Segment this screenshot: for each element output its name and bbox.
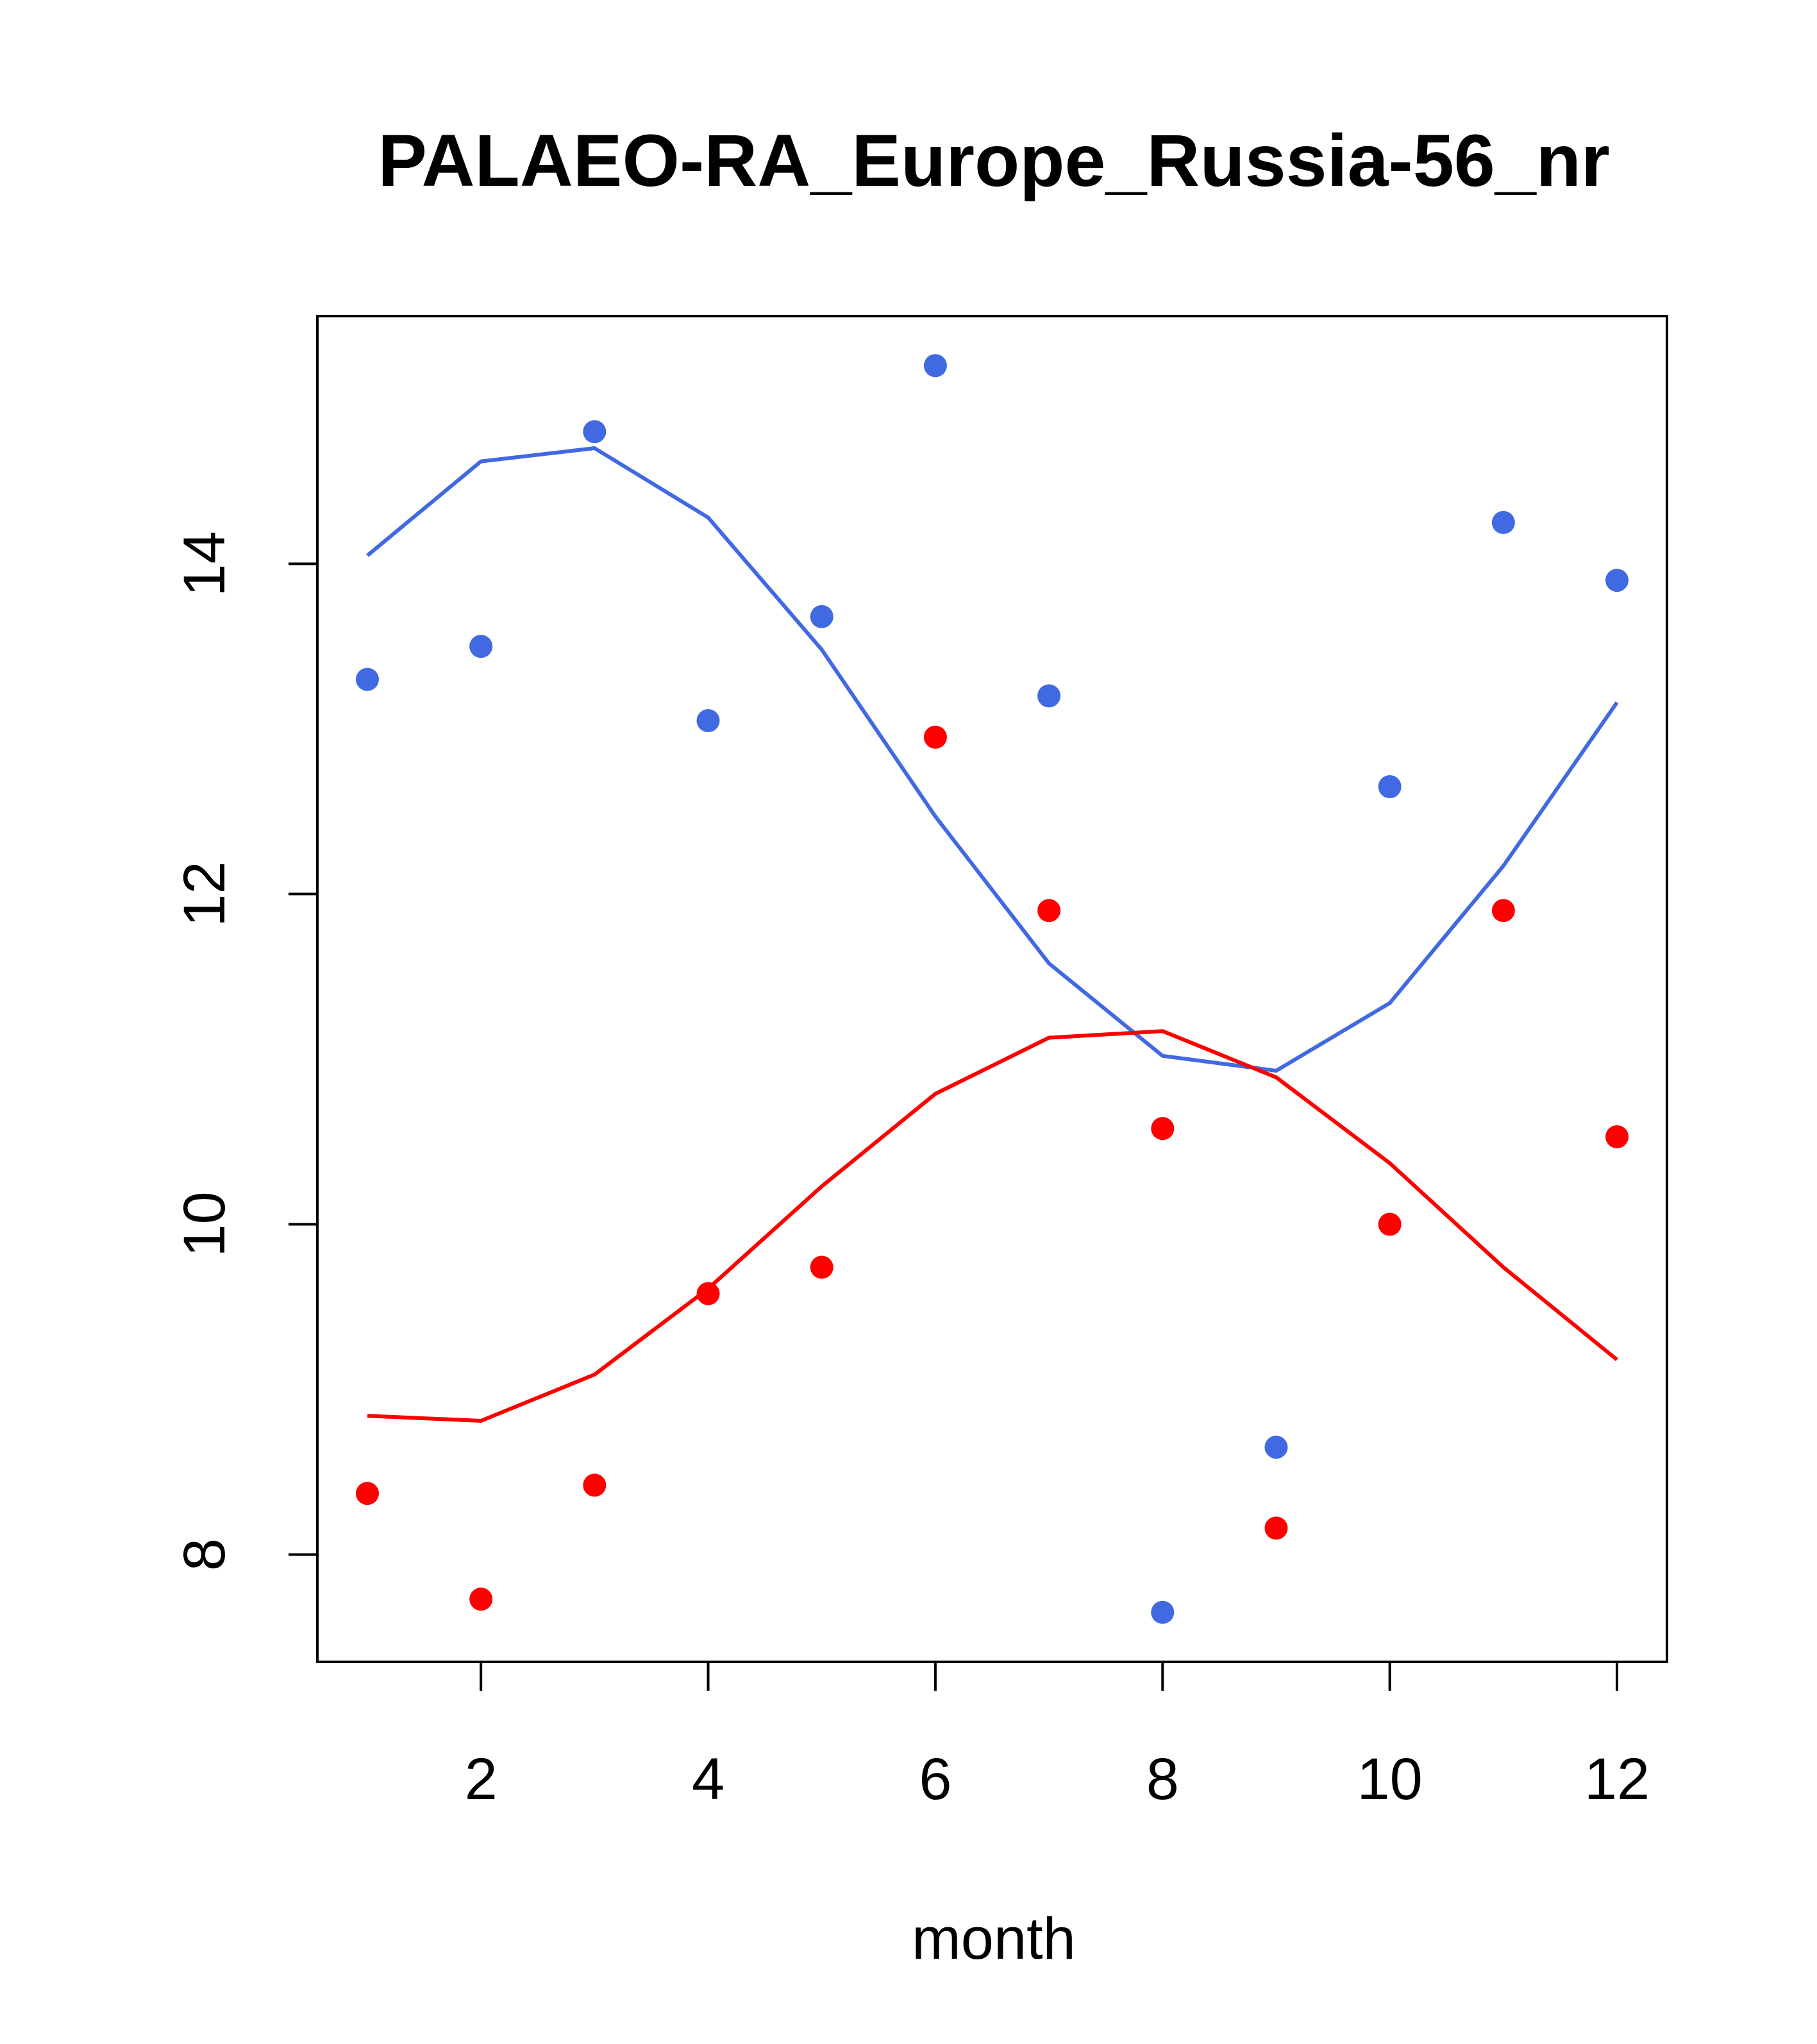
red-data-point [1037,899,1061,923]
x-tick-label: 2 [465,1747,498,1812]
blue-data-point [696,708,720,732]
x-tick-label: 4 [692,1747,724,1812]
blue-data-point [1037,684,1061,708]
x-tick-label: 10 [1357,1747,1422,1812]
blue-data-point [923,354,947,378]
blue-data-point [1491,510,1515,534]
chart-title: PALAEO-RA_Europe_Russia-56_nr [378,120,1609,202]
blue-data-point [469,635,493,658]
blue-data-point [1378,775,1402,799]
blue-data-point [1151,1600,1175,1624]
red-data-point [923,725,947,749]
plot-frame [316,315,1668,1663]
red-series-line [367,1029,1618,1423]
axes: 2 4 6 8 10 12 8 10 12 14 [172,315,1668,1812]
y-tick-label: 12 [172,861,237,926]
y-tick-label: 14 [172,531,237,596]
x-tick-label: 12 [1584,1747,1650,1812]
blue-data-point [355,667,379,691]
blue-data-point [1264,1436,1288,1459]
y-tick-label: 10 [172,1191,237,1257]
red-data-point [1605,1125,1629,1149]
red-data-point [810,1255,833,1279]
x-tick-label: 8 [1146,1747,1179,1812]
plot-area [355,354,1629,1624]
red-data-point [696,1282,720,1305]
x-axis-label: month [912,1906,1076,1972]
red-data-point [1491,899,1515,923]
red-data-point [355,1482,379,1505]
red-data-point [1151,1117,1175,1141]
blue-data-point [583,420,607,444]
blue-series-line [366,446,1619,1073]
red-data-point [583,1473,607,1497]
red-data-point [469,1587,493,1611]
blue-data-point [810,605,833,628]
blue-data-point [1605,569,1629,592]
red-data-point [1264,1516,1288,1540]
x-tick-label: 6 [919,1747,951,1812]
red-data-point [1378,1212,1402,1236]
y-tick-label: 8 [172,1538,237,1571]
